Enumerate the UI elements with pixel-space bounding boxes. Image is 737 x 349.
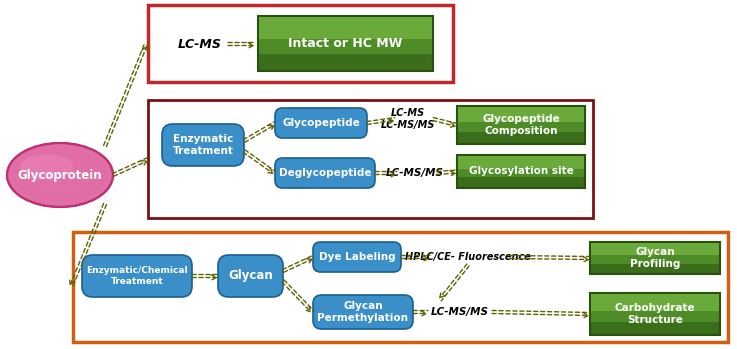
Ellipse shape [20, 151, 100, 199]
Ellipse shape [13, 147, 107, 203]
FancyBboxPatch shape [218, 255, 283, 297]
FancyBboxPatch shape [591, 243, 719, 255]
Text: Deglycopeptide: Deglycopeptide [279, 168, 371, 178]
FancyBboxPatch shape [457, 155, 585, 188]
Ellipse shape [10, 145, 110, 205]
FancyBboxPatch shape [591, 294, 719, 311]
Ellipse shape [35, 160, 84, 190]
FancyBboxPatch shape [313, 242, 401, 272]
FancyBboxPatch shape [591, 255, 719, 264]
FancyBboxPatch shape [590, 293, 720, 335]
Ellipse shape [29, 156, 91, 194]
Text: Enzymatic/Chemical
Treatment: Enzymatic/Chemical Treatment [86, 266, 188, 286]
Text: LC-MS: LC-MS [178, 37, 222, 51]
FancyBboxPatch shape [458, 107, 584, 122]
FancyBboxPatch shape [73, 232, 728, 342]
Text: Carbohydrate
Structure: Carbohydrate Structure [615, 303, 695, 325]
Text: Glycan
Permethylation: Glycan Permethylation [318, 301, 408, 323]
FancyBboxPatch shape [458, 169, 584, 177]
FancyBboxPatch shape [148, 100, 593, 218]
FancyBboxPatch shape [162, 124, 244, 166]
Text: Glycoprotein: Glycoprotein [18, 169, 102, 181]
FancyBboxPatch shape [458, 156, 584, 169]
Ellipse shape [42, 164, 78, 186]
FancyBboxPatch shape [457, 106, 585, 144]
Text: HPLC/CE- Fluorescence: HPLC/CE- Fluorescence [405, 252, 531, 262]
Text: Glycan: Glycan [228, 269, 273, 282]
Text: Glycopeptide: Glycopeptide [282, 118, 360, 128]
Text: LC-MS/MS: LC-MS/MS [386, 168, 444, 178]
FancyBboxPatch shape [82, 255, 192, 297]
FancyBboxPatch shape [458, 122, 584, 132]
FancyBboxPatch shape [258, 16, 433, 71]
Text: Glycan
Profiling: Glycan Profiling [630, 247, 680, 269]
FancyBboxPatch shape [591, 311, 719, 322]
Ellipse shape [20, 154, 73, 180]
FancyBboxPatch shape [259, 39, 432, 54]
Text: LC-MS/MS: LC-MS/MS [431, 307, 489, 317]
Text: LC-MS
LC-MS/MS: LC-MS LC-MS/MS [381, 108, 435, 130]
FancyBboxPatch shape [313, 295, 413, 329]
Ellipse shape [7, 143, 113, 207]
Ellipse shape [32, 158, 88, 192]
FancyBboxPatch shape [148, 5, 453, 82]
Ellipse shape [7, 143, 113, 207]
FancyBboxPatch shape [590, 242, 720, 274]
Text: Dye Labeling: Dye Labeling [318, 252, 395, 262]
FancyBboxPatch shape [275, 158, 375, 188]
FancyBboxPatch shape [259, 17, 432, 39]
FancyBboxPatch shape [275, 108, 367, 138]
Ellipse shape [23, 153, 97, 198]
Ellipse shape [16, 149, 103, 201]
Text: Intact or HC MW: Intact or HC MW [288, 37, 402, 50]
Text: Enzymatic
Treatment: Enzymatic Treatment [172, 134, 234, 156]
Ellipse shape [39, 162, 81, 188]
Text: Glycopeptide
Composition: Glycopeptide Composition [482, 114, 560, 136]
Ellipse shape [26, 155, 94, 195]
Text: Glycosylation site: Glycosylation site [469, 166, 573, 177]
